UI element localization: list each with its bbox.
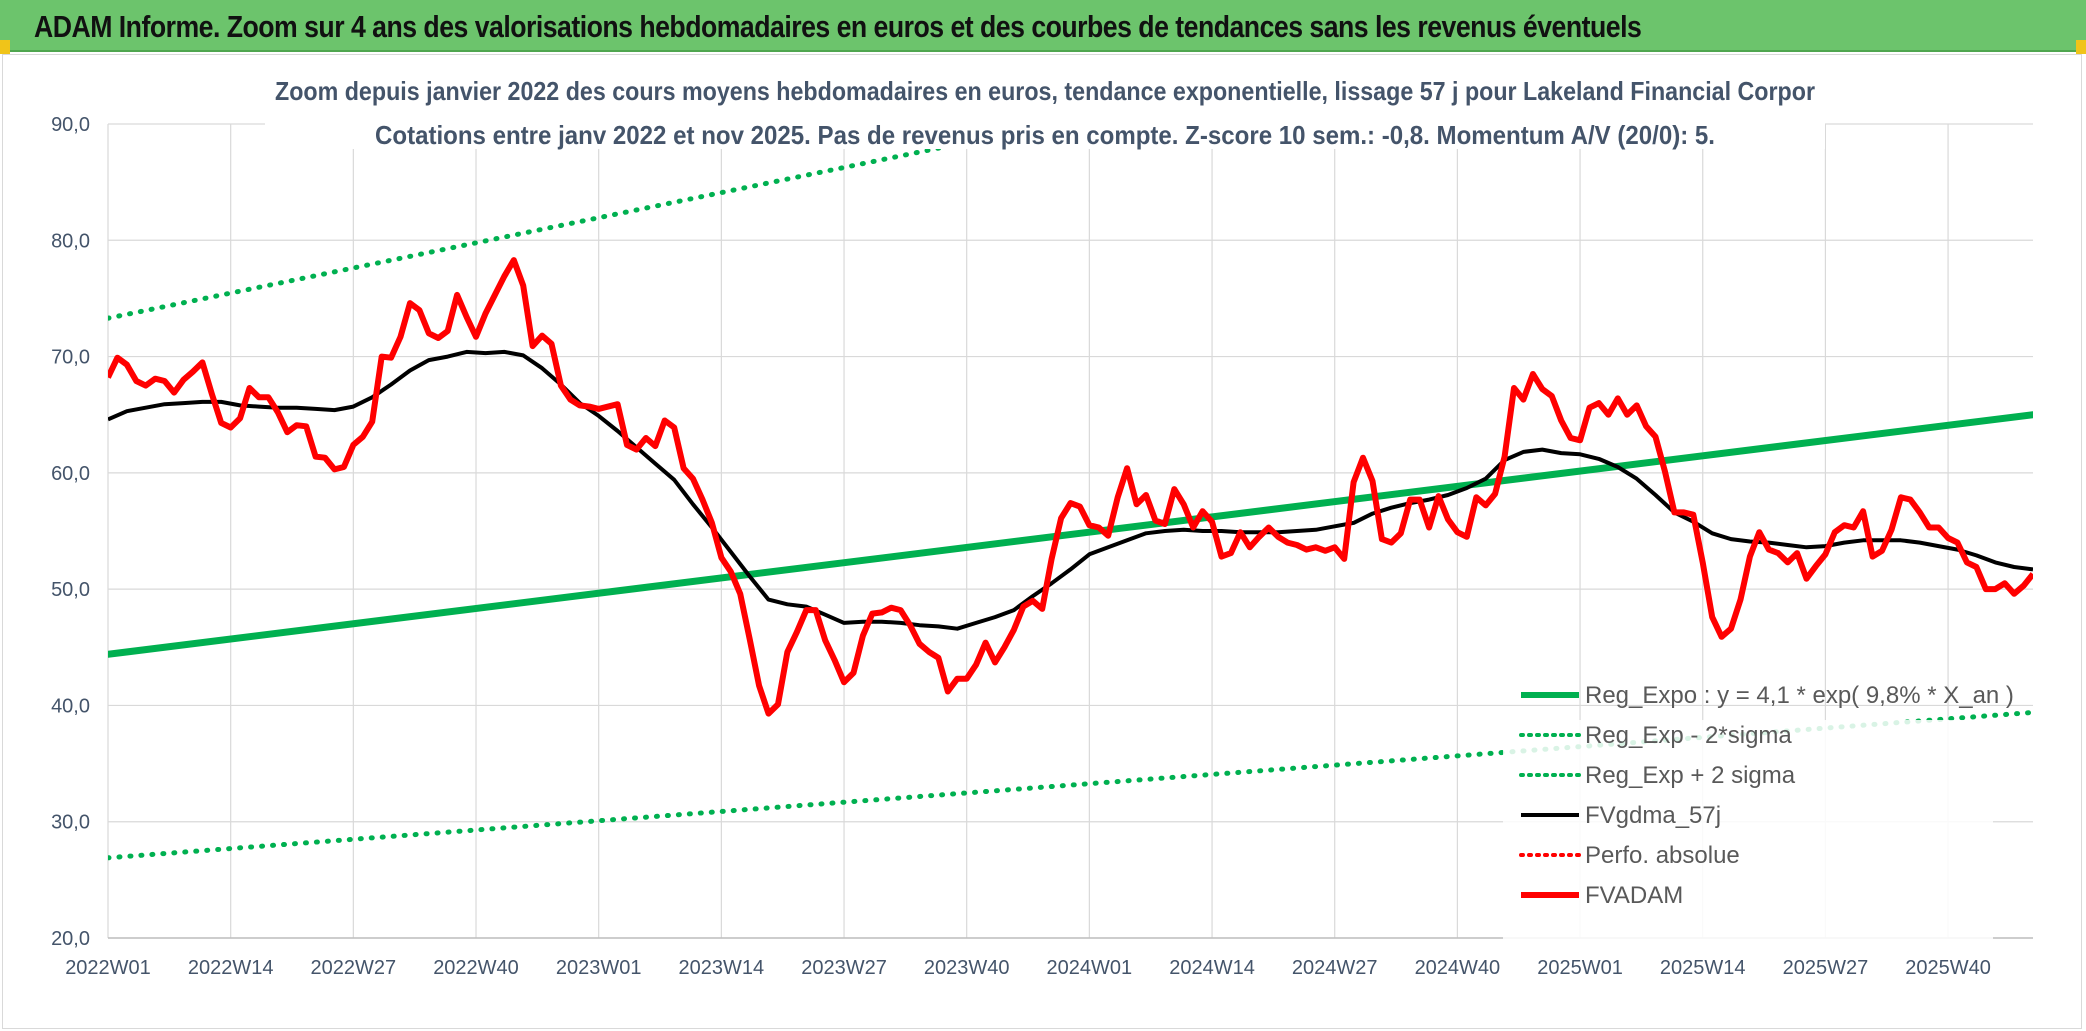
chart-title-line2: Cotations entre janv 2022 et nov 2025. P… [375,120,1715,150]
x-tick-label: 2023W14 [679,957,765,979]
legend-label-fvadam: FVADAM [1585,882,1683,909]
subtitle-backdrop [265,59,1825,149]
y-tick-label: 50,0 [51,579,90,601]
legend: Reg_Expo : y = 4,1 * exp( 9,8% * X_an ) … [1503,682,2014,960]
chart-frame: Zoom depuis janvier 2022 des cours moyen… [2,54,2082,1029]
legend-label-reg-minus: Reg_Exp - 2*sigma [1585,722,1792,749]
x-tick-label: 2022W14 [188,957,274,979]
series-line-fvgdma-57j [108,349,2033,631]
accent-mark-left [0,40,10,54]
x-axis: 2022W01 2022W14 2022W27 2022W40 2023W01 2023W… [65,957,1991,979]
y-axis: 20,0 30,0 40,0 50,0 60,0 70,0 80,0 90,0 [51,114,90,950]
x-tick-label: 2023W40 [924,957,1010,979]
x-tick-label: 2024W40 [1415,957,1501,979]
legend-background [1503,720,1993,960]
x-tick-label: 2023W27 [801,957,887,979]
legend-label-reg-expo: Reg_Expo : y = 4,1 * exp( 9,8% * X_an ) [1585,682,2014,709]
x-tick-label: 2024W27 [1292,957,1378,979]
x-tick-label: 2025W01 [1537,957,1623,979]
y-tick-label: 20,0 [51,928,90,950]
title-banner: ADAM Informe. Zoom sur 4 ans des valoris… [0,0,2086,52]
x-tick-label: 2025W40 [1905,957,1991,979]
accent-mark-right [2076,40,2086,54]
x-tick-label: 2022W01 [65,957,151,979]
legend-label-fvgdma: FVgdma_57j [1585,802,1721,829]
legend-label-perfo: Perfo. absolue [1585,842,1740,869]
y-tick-label: 90,0 [51,114,90,136]
x-tick-label: 2022W40 [433,957,519,979]
series-line-fvadam [108,257,2033,717]
y-tick-label: 70,0 [51,347,90,369]
x-tick-label: 2024W01 [1047,957,1133,979]
x-tick-label: 2025W27 [1783,957,1869,979]
line-chart: Zoom depuis janvier 2022 des cours moyen… [51,59,2033,979]
series-line-reg-expo [108,411,2033,658]
y-tick-label: 30,0 [51,812,90,834]
page-title: ADAM Informe. Zoom sur 4 ans des valoris… [34,9,1642,44]
y-tick-label: 40,0 [51,695,90,717]
x-tick-label: 2022W27 [311,957,397,979]
y-tick-label: 80,0 [51,230,90,252]
chart-title-line1: Zoom depuis janvier 2022 des cours moyen… [275,76,1815,106]
y-tick-label: 60,0 [51,463,90,485]
legend-label-reg-plus: Reg_Exp + 2 sigma [1585,762,1796,789]
x-tick-label: 2025W14 [1660,957,1746,979]
x-tick-label: 2023W01 [556,957,642,979]
x-tick-label: 2024W14 [1169,957,1255,979]
